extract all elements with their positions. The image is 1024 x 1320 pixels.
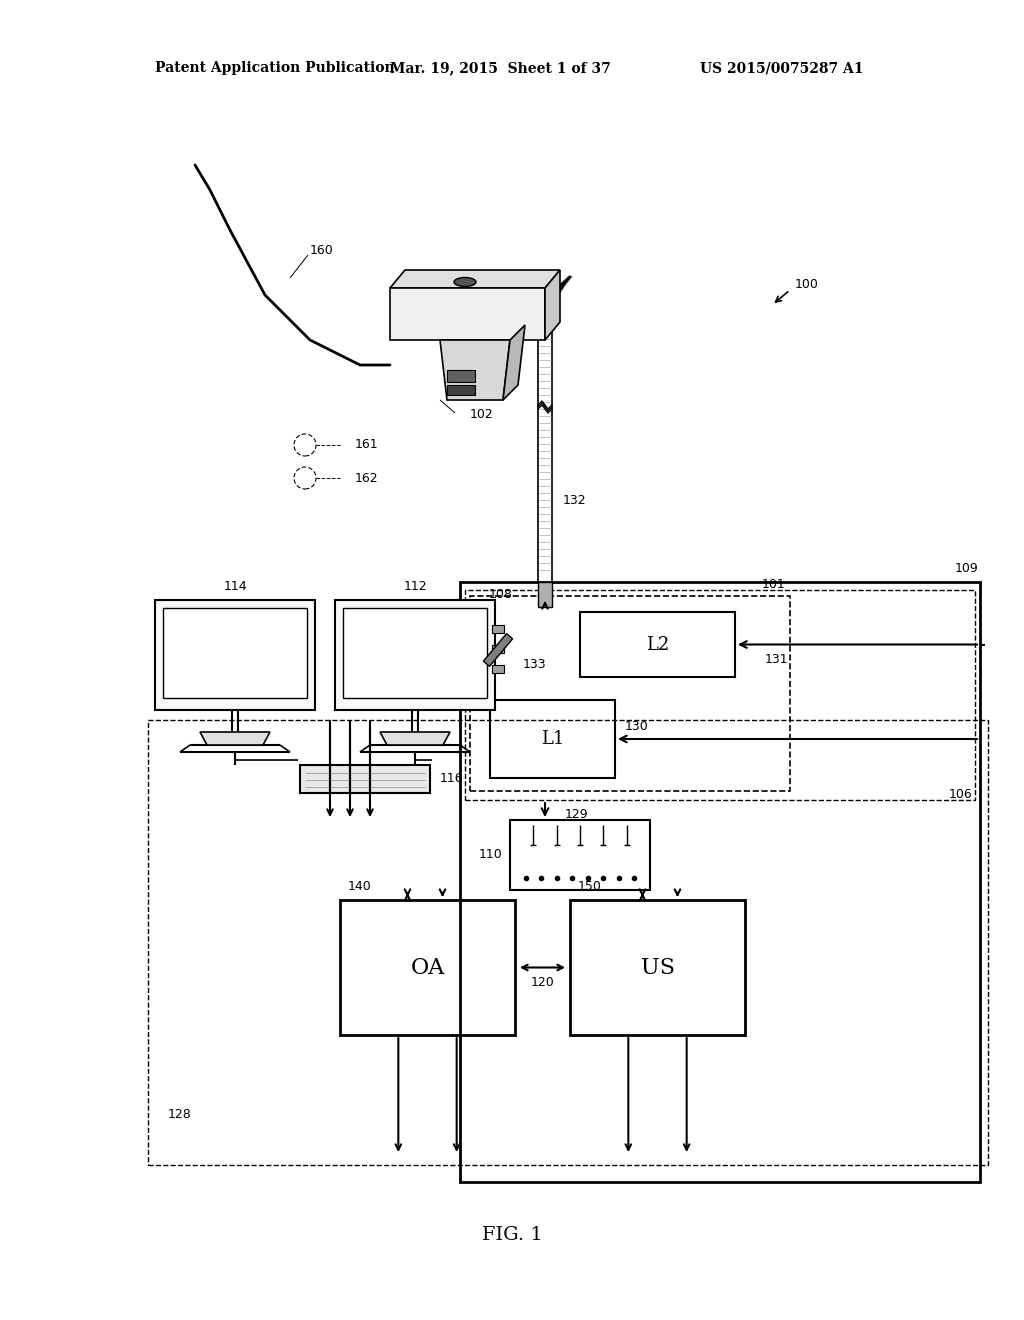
Text: Patent Application Publication: Patent Application Publication (155, 61, 394, 75)
Text: FIG. 1: FIG. 1 (481, 1226, 543, 1243)
Bar (460, 582, 980, 1181)
Text: 100: 100 (795, 279, 819, 292)
Text: 129: 129 (565, 808, 589, 821)
Text: US 2015/0075287 A1: US 2015/0075287 A1 (700, 61, 863, 75)
Text: L2: L2 (646, 635, 669, 653)
Bar (300, 766, 430, 793)
Bar (492, 645, 504, 653)
Bar (335, 601, 495, 710)
Text: 131: 131 (765, 653, 788, 667)
Bar (343, 609, 487, 698)
Bar (447, 385, 475, 395)
Text: 106: 106 (948, 788, 972, 801)
Text: 132: 132 (563, 494, 587, 507)
Text: 101: 101 (761, 578, 785, 590)
Text: 140: 140 (348, 880, 372, 894)
Bar (538, 582, 552, 607)
Text: 120: 120 (530, 975, 554, 989)
Text: 108: 108 (489, 587, 513, 601)
Polygon shape (483, 634, 513, 667)
Text: 161: 161 (355, 438, 379, 451)
Bar (580, 612, 735, 677)
Bar (155, 601, 315, 710)
Text: 114: 114 (223, 579, 247, 593)
Bar (470, 597, 790, 791)
Bar (490, 700, 615, 777)
Text: 102: 102 (470, 408, 494, 421)
Polygon shape (390, 288, 545, 341)
Polygon shape (503, 325, 525, 400)
Bar (163, 609, 307, 698)
Bar (492, 665, 504, 673)
Text: Mar. 19, 2015  Sheet 1 of 37: Mar. 19, 2015 Sheet 1 of 37 (390, 61, 610, 75)
Text: 133: 133 (523, 659, 547, 672)
Text: 160: 160 (310, 243, 334, 256)
Polygon shape (545, 271, 560, 341)
Text: 130: 130 (625, 721, 649, 734)
Bar (510, 820, 650, 890)
Text: US: US (640, 957, 675, 978)
Text: 109: 109 (954, 561, 978, 574)
Bar (340, 900, 515, 1035)
Bar (447, 370, 475, 381)
Polygon shape (390, 271, 560, 288)
Polygon shape (440, 341, 510, 400)
Text: 150: 150 (578, 880, 602, 894)
Text: 112: 112 (403, 579, 427, 593)
Bar (570, 900, 745, 1035)
Text: OA: OA (411, 957, 444, 978)
Text: 128: 128 (168, 1109, 191, 1122)
Polygon shape (380, 733, 450, 744)
Bar (492, 624, 504, 634)
Bar (465, 590, 975, 800)
Bar (148, 719, 988, 1166)
Polygon shape (200, 733, 270, 744)
Text: 116: 116 (440, 772, 464, 785)
Text: 162: 162 (355, 471, 379, 484)
Text: L1: L1 (541, 730, 564, 748)
Ellipse shape (454, 277, 476, 286)
Text: 110: 110 (478, 849, 502, 862)
